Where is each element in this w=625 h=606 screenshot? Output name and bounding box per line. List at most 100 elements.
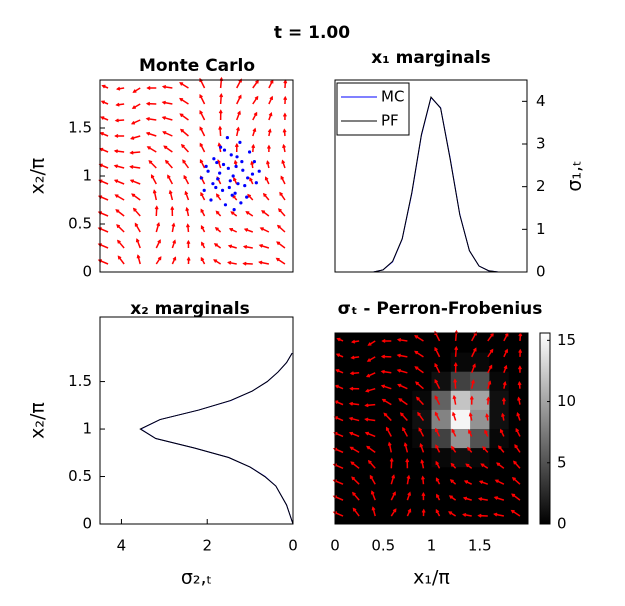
quiver-head [218, 109, 223, 114]
quiver-arrow [268, 96, 273, 105]
quiver-arrow [414, 350, 424, 358]
quiver-head [380, 354, 386, 359]
quiver-head [406, 474, 411, 479]
quiver-arrow [371, 491, 376, 501]
quiver-head [352, 507, 357, 512]
quiver-head [489, 348, 494, 353]
quiver-head [161, 100, 166, 105]
quiver-arrow [131, 119, 141, 125]
quiver-head [218, 125, 223, 130]
quiver-head [369, 474, 374, 479]
heat-cell [450, 352, 471, 372]
quiver-head [349, 446, 354, 451]
quiver-arrow [416, 396, 425, 406]
quiver-head [162, 131, 167, 135]
y-tick-label: 4 [536, 92, 546, 110]
quiver-arrow [383, 412, 392, 422]
quiver-head [277, 208, 282, 213]
heat-cell [450, 333, 471, 353]
quiver-head [501, 397, 506, 402]
quiver-arrow [369, 475, 376, 485]
quiver-arrow [130, 179, 141, 185]
scatter-point [223, 203, 228, 207]
quiver-head [199, 126, 204, 131]
heat-cell [412, 428, 432, 449]
quiver-head [451, 411, 456, 416]
quiver-head [449, 479, 454, 484]
heat-cell [450, 428, 471, 449]
quiver-head [364, 431, 369, 436]
quiver-arrow [134, 223, 141, 233]
axes-frame [334, 79, 528, 273]
heat-cell [450, 447, 471, 468]
heat-cell [354, 485, 375, 506]
quiver-head [466, 446, 471, 451]
colorbar-tick-label: 5 [557, 453, 567, 471]
y-tick-label: 1 [536, 220, 546, 238]
quiver-head [391, 474, 396, 479]
y-tick-label: 0.5 [68, 215, 92, 233]
quiver-arrow [406, 492, 411, 501]
quiver-head [145, 131, 151, 136]
x-tick-label: 2 [202, 537, 212, 555]
heat-cell [489, 466, 510, 487]
quiver-head [258, 244, 263, 248]
quiver-head [258, 260, 263, 265]
quiver-arrow [350, 446, 360, 454]
quiver-head [514, 444, 518, 449]
heat-cell [508, 428, 529, 449]
y-tick-label: 2 [536, 177, 546, 195]
quiver-head [101, 84, 106, 89]
heat-cell [508, 485, 529, 506]
heat-cell [489, 485, 510, 506]
quiver-arrow [349, 432, 360, 438]
quiver-arrow [366, 372, 376, 378]
quiver-head [200, 191, 204, 197]
quiver-head [407, 508, 412, 513]
quiver-arrow [454, 347, 458, 357]
quiver-arrow [365, 403, 376, 407]
quiver-arrow [116, 103, 125, 106]
quiver-arrow [155, 256, 162, 265]
quiver-head [396, 353, 401, 358]
quiver-arrow [366, 445, 376, 453]
quiver-head [436, 493, 440, 498]
quiver-arrow [366, 387, 376, 393]
quiver-head [488, 364, 493, 369]
quiver-arrow [414, 366, 424, 374]
scatter-point [221, 162, 226, 167]
heat-cell [392, 466, 413, 487]
quiver-head [503, 364, 508, 370]
quiver-arrow [365, 432, 376, 438]
quiver-arrow [368, 460, 376, 469]
quiver-head [281, 159, 286, 164]
quiver-head [179, 82, 184, 86]
heat-cell [431, 390, 452, 410]
quiver-head [157, 239, 161, 244]
quiver-head [516, 412, 521, 417]
quiver-arrow [199, 110, 206, 121]
quiver-head [385, 426, 390, 431]
quiver-arrow [99, 179, 109, 185]
scatter-point [246, 176, 250, 180]
quiver-head [351, 476, 356, 481]
quiver-arrow [390, 475, 395, 485]
quiver-head [161, 116, 166, 120]
quiver-head [186, 256, 191, 261]
heat-cell [373, 352, 394, 372]
quiver-head [380, 369, 385, 374]
heat-cell [335, 485, 355, 506]
quiver-arrow [169, 190, 174, 201]
quiver-head [132, 89, 137, 93]
quiver-arrow [513, 460, 521, 469]
quiver-head [383, 412, 388, 417]
scatter-point [206, 169, 210, 173]
quiver-arrow [167, 175, 174, 185]
scatter-point [245, 195, 249, 199]
y-tick-label: 0 [82, 515, 92, 533]
quiver-arrow [463, 497, 472, 501]
quiver-head [131, 105, 136, 109]
scatter-point [220, 188, 225, 192]
quiver-head [185, 206, 190, 212]
x-tick-label: 0.5 [371, 537, 395, 555]
